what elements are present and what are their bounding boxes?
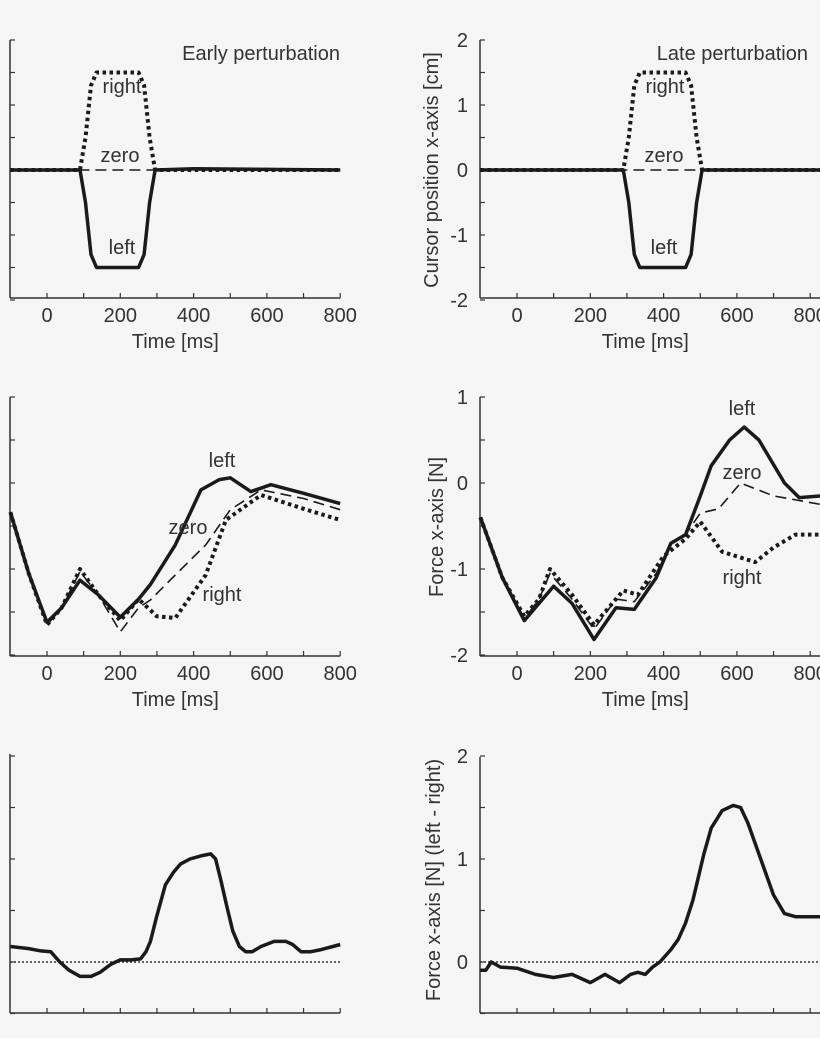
series-line-right — [478, 516, 820, 627]
x-axis-label: Time [ms] — [132, 689, 219, 711]
series-line-difference — [480, 803, 820, 985]
panel-early-cursor: 0 200 400 600 800 Time [ms] Early perturbation… — [9, 39, 357, 353]
y-tick-label: 0 — [457, 473, 468, 495]
x-tick-label: 0 — [41, 305, 52, 327]
y-tick-label: -2 — [450, 290, 468, 312]
series-line-zero — [9, 489, 341, 633]
series-label-right: right — [203, 584, 242, 606]
series-label-right: right — [103, 76, 142, 98]
series-label-zero: zero — [169, 517, 208, 539]
y-tick-label: 1 — [457, 849, 468, 871]
y-tick-label: 2 — [457, 30, 468, 52]
y-axis-label: Force x-axis [N] (left - right) — [423, 759, 445, 1001]
panel-title: Early perturbation — [182, 43, 340, 65]
series-label-right: right — [646, 76, 685, 98]
x-tick-label: 200 — [574, 305, 607, 327]
x-tick-label: 800 — [794, 305, 820, 327]
x-tick-label: 200 — [574, 663, 607, 685]
series-line-left — [8, 476, 341, 625]
x-tick-label: 0 — [511, 305, 522, 327]
series-line-right — [10, 70, 341, 172]
series-line-left — [478, 425, 820, 642]
panel-late-cursor: 0 200 400 600 800 2 1 0 -1 -2 Time [ms] Cursor posi… — [421, 30, 820, 353]
y-tick-label: 2 — [457, 746, 468, 768]
x-axis-label: Time [ms] — [602, 689, 689, 711]
panel-early-force: 0 200 400 600 800 Time [ms] left zero right — [8, 396, 357, 711]
x-tick-label: 0 — [41, 663, 52, 685]
x-tick-label: 600 — [720, 663, 753, 685]
x-tick-label: 400 — [177, 305, 210, 327]
x-tick-label: 800 — [324, 305, 357, 327]
series-label-left: left — [651, 237, 678, 259]
y-tick-label: 1 — [457, 95, 468, 117]
x-tick-label: 600 — [720, 305, 753, 327]
series-label-zero: zero — [645, 145, 684, 167]
panel-early-difference — [9, 754, 341, 1015]
series-label-left: left — [209, 450, 236, 472]
x-tick-label: 400 — [177, 663, 210, 685]
y-tick-label: -1 — [450, 225, 468, 247]
y-tick-label: -2 — [450, 645, 468, 667]
panel-title: Late perturbation — [657, 43, 808, 65]
series-line-left — [480, 168, 820, 270]
series-label-right: right — [723, 567, 762, 589]
x-tick-label: 200 — [104, 663, 137, 685]
y-axis-label: Cursor position x-axis [cm] — [421, 52, 443, 288]
x-tick-label: 400 — [647, 305, 680, 327]
series-label-zero: zero — [101, 145, 140, 167]
x-tick-label: 200 — [104, 305, 137, 327]
series-label-zero: zero — [723, 462, 762, 484]
y-tick-label: 0 — [457, 160, 468, 182]
panel-late-difference: 2 1 0 Force x-axis [N] (left - right) — [423, 746, 820, 1015]
series-line-zero — [479, 482, 820, 630]
y-tick-label: 0 — [457, 952, 468, 974]
y-axis-label: Force x-axis [N] — [426, 457, 448, 597]
panel-late-force: 0 200 400 600 800 1 0 -1 -2 Time [ms] Force x-axis… — [426, 387, 820, 711]
series-label-left: left — [109, 237, 136, 259]
x-tick-label: 0 — [511, 663, 522, 685]
x-tick-label: 800 — [324, 663, 357, 685]
x-axis-label: Time [ms] — [132, 331, 219, 353]
y-tick-label: 1 — [457, 387, 468, 409]
x-axis-label: Time [ms] — [602, 331, 689, 353]
x-tick-label: 800 — [794, 663, 820, 685]
series-line-right — [8, 493, 341, 627]
series-label-left: left — [729, 398, 756, 420]
x-tick-label: 400 — [647, 663, 680, 685]
series-line-left — [10, 166, 341, 270]
y-tick-label: -1 — [450, 559, 468, 581]
series-line-difference — [10, 852, 341, 979]
x-tick-label: 600 — [250, 305, 283, 327]
x-tick-label: 600 — [250, 663, 283, 685]
